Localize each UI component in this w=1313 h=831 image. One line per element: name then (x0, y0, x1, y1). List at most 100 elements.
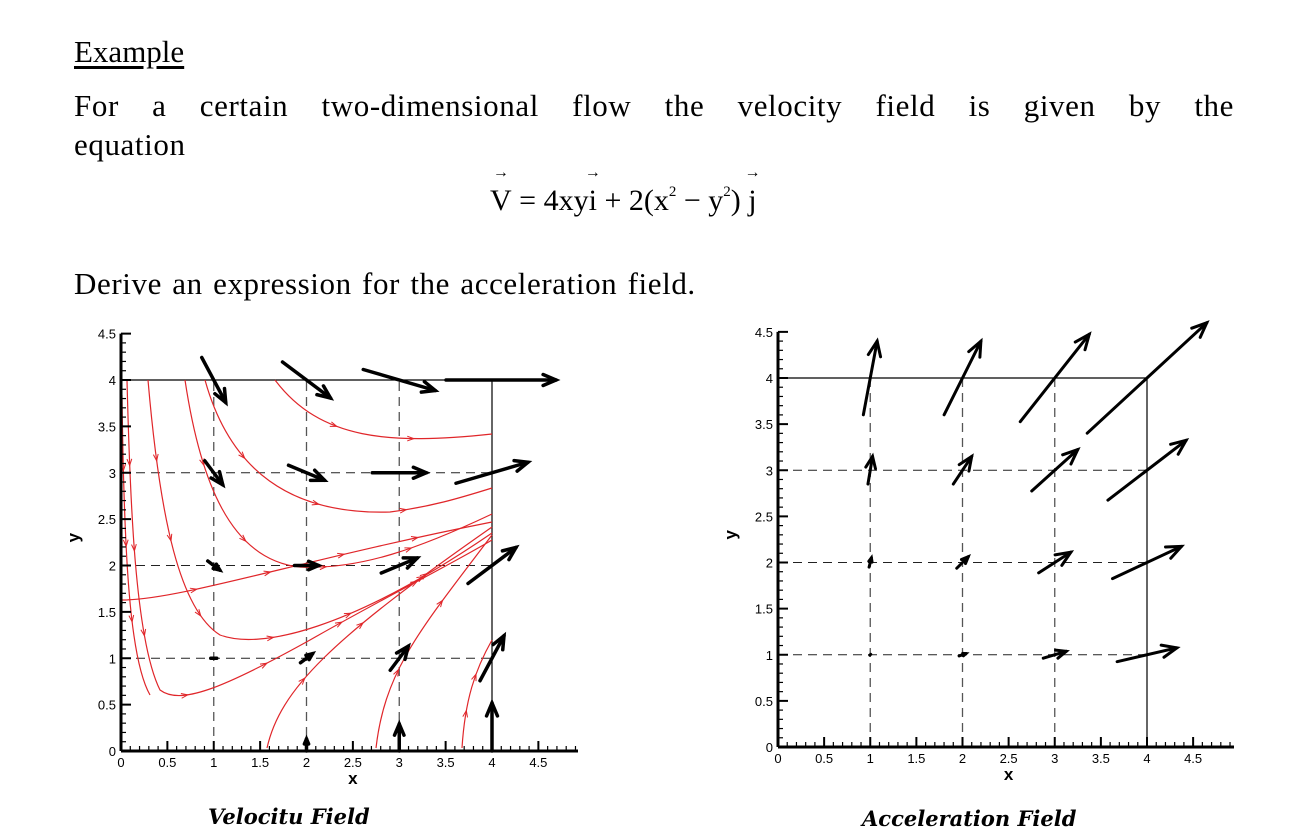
streamline-arrow-icon (407, 435, 416, 442)
streamline-arrow-icon (343, 612, 353, 619)
x-tick-label: 3.5 (1092, 751, 1110, 766)
x-tick-label: 2.5 (344, 755, 362, 770)
y-tick-label: 0.5 (98, 698, 116, 713)
streamline-arrow-icon (311, 499, 321, 506)
vector-v: V (490, 184, 512, 218)
streamline-arrow-icon (462, 709, 469, 718)
velocity-equation: V = 4xyi + 2(x2 − y2) j (490, 184, 757, 218)
streamline-arrow-icon (399, 507, 408, 514)
x-tick-label: 0 (774, 751, 781, 766)
acceleration-vector-arrow (955, 554, 971, 570)
velocity-vector-arrow (203, 459, 226, 489)
streamline-arrow-icon (140, 628, 147, 638)
y-tick-label: 0.5 (755, 694, 773, 709)
y-tick-label: 3 (109, 466, 116, 481)
y-tick-label: 3.5 (98, 419, 116, 434)
acceleration-vector-arrow (1085, 320, 1210, 435)
streamline-arrowheads (120, 421, 477, 718)
x-tick-label: 1.5 (251, 755, 269, 770)
streamline-arrow-icon (410, 580, 419, 587)
acceleration-vector-arrow (861, 337, 883, 417)
example-heading: Example (74, 34, 185, 69)
streamline-arrow-icon (356, 621, 365, 630)
acceleration-vector-arrow (1041, 648, 1070, 660)
streamline-arrow-icon (436, 599, 444, 608)
x-tick-label: 0.5 (815, 751, 833, 766)
velocity-vector-arrow (478, 631, 507, 683)
x-axis-label: x (1004, 765, 1014, 784)
acceleration-field-chart: 0 0.5 1 1.5 2 2.5 3 3.5 4 4.5 0 0.5 1 1.5 2 2.5 3 3.5 4 4.5… (721, 320, 1234, 784)
y-tick-label: 4 (766, 371, 773, 386)
velocity-vector-arrow (444, 372, 561, 388)
unit-vector-i: i (589, 184, 597, 218)
y-tick-label: 3 (766, 463, 773, 478)
streamline-arrow-icon (410, 536, 420, 542)
streamline-arrow-icon (166, 533, 173, 543)
velocity-vector-arrow (361, 367, 440, 394)
x-tick-label: 2.5 (1000, 751, 1018, 766)
x-tick-label: 2 (959, 751, 966, 766)
axes: 0 0.5 1 1.5 2 2.5 3 3.5 4 4.5 0 0.5 1 1.5 2 2.5 3 3.5 4 4.5… (721, 325, 1234, 784)
x-tick-label: 0 (117, 755, 124, 770)
streamline-arrow-icon (128, 614, 135, 624)
acceleration-vectors (861, 320, 1210, 664)
velocity-vectors (200, 355, 561, 753)
y-tick-label: 4.5 (98, 327, 116, 342)
y-axis-label: y (64, 532, 83, 542)
velocity-vector-arrow (379, 556, 422, 575)
x-tick-label: 4.5 (1184, 751, 1202, 766)
streamline-arrow-icon (189, 587, 199, 594)
streamline-arrow-icon (239, 534, 247, 543)
streamline-arrow-icon (131, 544, 137, 553)
acceleration-vector-arrow (957, 651, 970, 658)
acceleration-vector-arrow (867, 554, 874, 569)
y-axis-label: y (721, 530, 740, 540)
x-tick-label: 4 (488, 755, 495, 770)
acceleration-vector-arrow (868, 652, 873, 657)
acceleration-vector-arrow (1106, 438, 1190, 502)
y-tick-label: 1.5 (755, 602, 773, 617)
acceleration-vector-arrow (942, 337, 983, 417)
streamline-arrow-icon (298, 676, 306, 685)
streamline-arrow-icon (419, 572, 428, 580)
y-tick-label: 2.5 (755, 509, 773, 524)
streamline-arrow-icon (126, 458, 133, 467)
velocity-vector-arrow (454, 458, 533, 485)
x-tick-label: 3 (1051, 751, 1058, 766)
streamline-arrow-icon (180, 693, 190, 699)
streamline-arrow-icon (393, 668, 400, 677)
streamline-arrow-icon (194, 609, 202, 618)
y-tick-label: 4 (109, 373, 116, 388)
streamline-arrow-icon (337, 552, 346, 559)
velocity-vector-arrow (298, 651, 317, 665)
acceleration-vector-arrow (1115, 643, 1181, 664)
streamline-arrow-icon (259, 662, 269, 669)
streamline-arrow-icon (329, 421, 339, 427)
streamline-arrow-icon (266, 635, 275, 642)
y-tick-label: 2 (109, 559, 116, 574)
acceleration-vector-arrow (1018, 331, 1092, 424)
velocity-vector-arrow (370, 465, 431, 480)
acceleration-vector-arrow (951, 453, 974, 486)
streamline-arrow-icon (471, 672, 477, 682)
acceleration-vector-arrow (1030, 446, 1081, 493)
velocity-vector-arrow (302, 734, 311, 753)
x-tick-label: 0.5 (158, 755, 176, 770)
axes: 0 0.5 1 1.5 2 2.5 3 3.5 4 4.5 0 0.5 1 1.5 2 2.5 3 3.5 4 4.5… (64, 327, 578, 788)
acceleration-vector-arrow (864, 452, 877, 486)
acceleration-vector-arrow (1037, 550, 1075, 575)
acceleration-field-caption: Acceleration Field (862, 806, 1077, 831)
y-tick-label: 0 (109, 744, 116, 759)
velocity-field-caption: Velocitu Field (208, 804, 370, 829)
question-text: Derive an expression for the acceleratio… (74, 266, 696, 301)
y-tick-label: 1 (109, 651, 116, 666)
y-tick-label: 1.5 (98, 605, 116, 620)
streamline-arrow-icon (404, 547, 413, 553)
streamline-arrow-icon (263, 570, 272, 577)
velocity-vector-arrow (466, 544, 520, 586)
velocity-vector-arrow (292, 559, 323, 572)
x-tick-label: 3 (396, 755, 403, 770)
y-tick-label: 2 (766, 556, 773, 571)
velocity-vector-arrow (200, 355, 228, 407)
y-tick-label: 0 (766, 740, 773, 755)
